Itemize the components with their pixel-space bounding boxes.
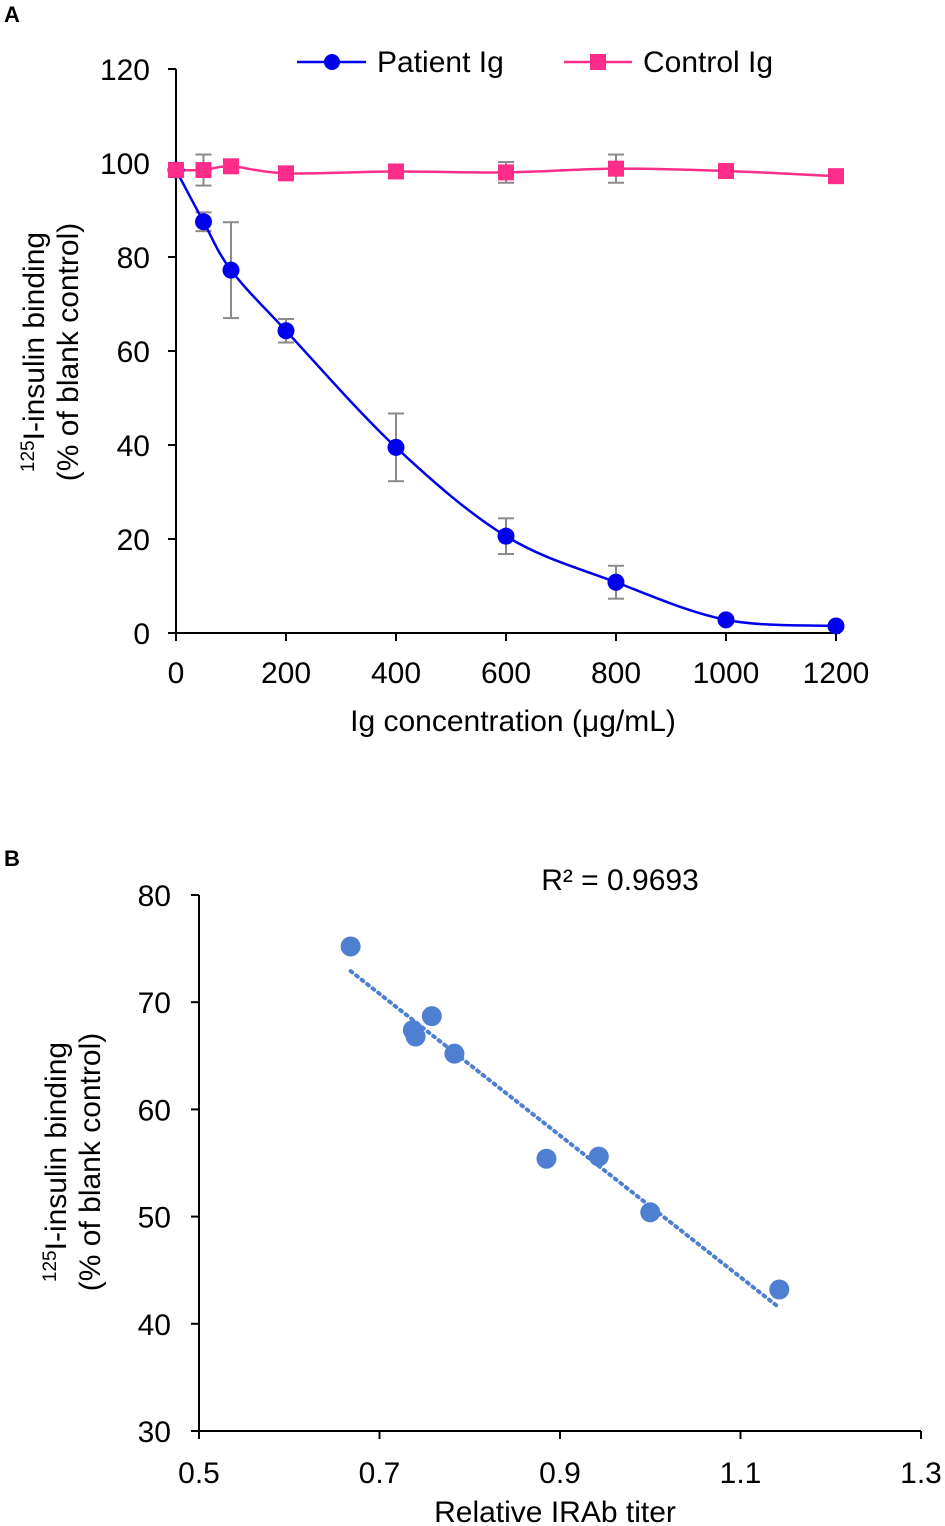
panel-a-y-axis-label: 125I-insulin binding (% of blank control… xyxy=(18,223,85,481)
panel-a-y-tick-label: 80 xyxy=(117,242,150,275)
panel-a-y-label-line1: I-insulin binding xyxy=(18,232,51,440)
svg-text:125I-insulin binding: 125I-insulin binding xyxy=(40,1042,73,1282)
scatter-point xyxy=(769,1279,790,1300)
panel-a-y-tick-label: 40 xyxy=(117,430,150,463)
panel-letter-a: A xyxy=(4,2,20,27)
panel-b-ticks: 30 40 50 60 70 80 0.5 0.7 0.9 1.1 1.3 xyxy=(138,880,942,1490)
panel-a-y-tick-label: 0 xyxy=(133,618,150,651)
panel-letter-b: B xyxy=(4,846,20,871)
panel-a-x-tick-label: 0 xyxy=(168,657,185,690)
patient-ig-point xyxy=(497,527,515,545)
panel-b-x-tick-label: 1.3 xyxy=(900,1457,942,1490)
panel-b-x-tick-label: 0.9 xyxy=(539,1457,581,1490)
panel-a-x-tick-label: 800 xyxy=(591,657,641,690)
panel-b-y-tick-label: 50 xyxy=(138,1202,171,1235)
panel-a-axes xyxy=(175,69,840,634)
panel-a-x-tick-label: 400 xyxy=(371,657,421,690)
control-ig-point xyxy=(168,162,184,179)
control-ig-point xyxy=(195,162,212,179)
legend-control-marker xyxy=(590,54,606,70)
control-ig-point xyxy=(608,160,624,177)
patient-ig-point xyxy=(387,438,405,456)
panel-b-y-label-line2: (% of blank control) xyxy=(74,1033,107,1291)
panel-a-y-tick-label: 20 xyxy=(117,524,150,557)
patient-ig-point xyxy=(222,261,240,279)
scatter-point xyxy=(536,1148,557,1169)
scatter-point xyxy=(444,1043,465,1064)
panel-a-y-label-line2: (% of blank control) xyxy=(52,223,85,481)
legend-patient-label: Patient Ig xyxy=(377,46,504,79)
patient-ig-point xyxy=(607,573,625,591)
control-ig-point xyxy=(718,162,734,179)
panel-b-y-tick-label: 70 xyxy=(138,987,171,1020)
panel-b-y-tick-label: 40 xyxy=(138,1309,171,1342)
panel-b-x-tick-label: 0.5 xyxy=(178,1457,220,1490)
panel-a-y-tick-label: 60 xyxy=(117,336,150,369)
control-ig-line xyxy=(175,165,837,178)
scatter-point xyxy=(640,1202,661,1223)
panel-a-x-tick-label: 200 xyxy=(261,657,311,690)
control-ig-point xyxy=(278,165,294,182)
panel-b-y-tick-label: 80 xyxy=(138,880,171,913)
svg-text:125I-insulin binding: 125I-insulin binding xyxy=(18,232,51,472)
panel-b-y-label-sup: 125 xyxy=(40,1250,61,1282)
panel-a-legend: Patient Ig Control Ig xyxy=(297,46,773,79)
panel-a-y-tick-label: 100 xyxy=(100,148,150,181)
panel-b-y-axis-label: 125I-insulin binding (% of blank control… xyxy=(40,1033,107,1291)
r-squared-annotation: R² = 0.9693 xyxy=(541,864,699,897)
panel-a-x-tick-label: 600 xyxy=(481,657,531,690)
control-ig-point xyxy=(498,164,514,181)
patient-ig-line xyxy=(174,169,837,628)
panel-b-y-label-line1: I-insulin binding xyxy=(40,1042,73,1250)
panel-b-points xyxy=(340,936,790,1300)
panel-b-x-tick-label: 1.1 xyxy=(720,1457,762,1490)
panel-a-series xyxy=(167,153,845,635)
control-ig-point xyxy=(388,163,404,180)
panel-a-y-tick-label: 120 xyxy=(100,54,150,87)
control-ig-point xyxy=(223,158,239,175)
legend-control-label: Control Ig xyxy=(643,46,773,79)
panel-a-x-tick-label: 1200 xyxy=(803,657,870,690)
panel-a-x-tick-label: 1000 xyxy=(693,657,760,690)
panel-a-y-label-sup: 125 xyxy=(18,440,39,472)
legend-patient-marker xyxy=(324,54,340,70)
panel-b-x-tick-label: 0.7 xyxy=(359,1457,401,1490)
panel-b-y-tick-label: 60 xyxy=(138,1094,171,1127)
panel-b-axes xyxy=(198,895,921,1432)
patient-ig-point xyxy=(717,611,735,629)
patient-ig-point xyxy=(277,322,295,340)
patient-ig-point xyxy=(827,617,845,635)
scatter-point xyxy=(405,1026,426,1047)
control-ig-point xyxy=(828,168,844,185)
panel-b-x-axis-label: Relative IRAb titer xyxy=(434,1496,676,1526)
scatter-point xyxy=(588,1146,609,1167)
scatter-point xyxy=(421,1006,442,1027)
scatter-point xyxy=(340,936,361,957)
panel-a-x-axis-label: Ig concentration (μg/mL) xyxy=(350,705,676,738)
patient-ig-point xyxy=(195,213,212,231)
panel-b-y-tick-label: 30 xyxy=(138,1416,171,1449)
